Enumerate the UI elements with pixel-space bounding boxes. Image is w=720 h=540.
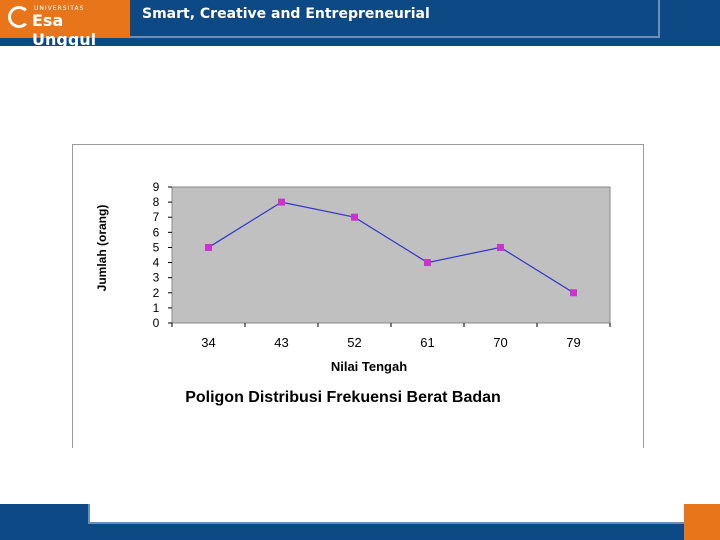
logo-text: Esa Unggul (32, 11, 97, 49)
plot-area (171, 186, 611, 324)
x-tick-label: 52 (347, 335, 361, 350)
y-tick-label: 7 (153, 210, 160, 224)
data-point-marker (205, 243, 212, 251)
header-divider (130, 36, 660, 38)
y-tick-label: 6 (153, 225, 160, 239)
x-axis-label: Nilai Tengah (331, 359, 407, 374)
chart-title: Poligon Distribusi Frekuensi Berat Badan (185, 389, 501, 406)
x-tick-label: 79 (566, 335, 580, 350)
y-tick-label: 5 (153, 240, 160, 254)
logo-caption: UNIVERSITAS (34, 5, 85, 12)
y-tick-label: 1 (153, 301, 160, 315)
x-tick-label: 43 (274, 335, 288, 350)
data-point-marker (570, 289, 577, 297)
y-tick-label: 3 (153, 271, 160, 285)
y-tick-label: 2 (153, 286, 160, 300)
x-tick-label: 61 (420, 335, 434, 350)
y-tick-label: 8 (153, 195, 160, 209)
series-line (208, 201, 574, 294)
data-point-marker (278, 198, 285, 206)
y-tick-label: 9 (153, 180, 160, 194)
x-tick-label: 34 (201, 335, 215, 350)
tagline: Smart, Creative and Entrepreneurial (142, 6, 430, 22)
footer-panel (88, 504, 684, 524)
data-point-marker (497, 243, 504, 251)
data-point-marker (351, 213, 358, 221)
header-divider-vertical (658, 0, 660, 38)
footer-accent (684, 504, 720, 540)
y-tick-label: 4 (153, 256, 160, 270)
y-tick-label: 0 (153, 316, 160, 330)
data-point-marker (424, 259, 431, 267)
y-axis-label: Jumlah (orang) (95, 205, 109, 292)
university-logo: UNIVERSITAS Esa Unggul (0, 0, 130, 49)
x-tick-label: 70 (493, 335, 507, 350)
logo-ring-icon (8, 6, 30, 28)
